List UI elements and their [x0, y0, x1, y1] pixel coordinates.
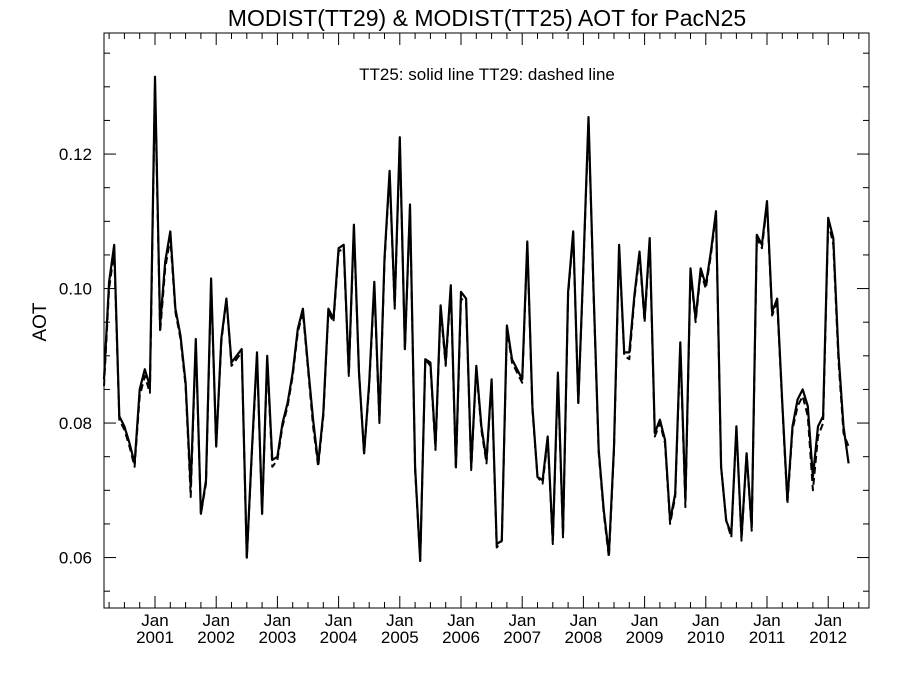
x-tick-month-label: Jan — [631, 611, 658, 630]
x-tick-month-label: Jan — [814, 611, 841, 630]
axis-ticks: 0.060.080.100.12Jan2001Jan2002Jan2003Jan… — [59, 33, 869, 647]
x-tick-year-label: 2004 — [320, 628, 358, 647]
x-tick-month-label: Jan — [508, 611, 535, 630]
x-tick-month-label: Jan — [264, 611, 291, 630]
x-tick-month-label: Jan — [202, 611, 229, 630]
x-tick-year-label: 2005 — [381, 628, 419, 647]
x-tick-month-label: Jan — [141, 611, 168, 630]
x-tick-year-label: 2010 — [687, 628, 725, 647]
x-tick-year-label: 2008 — [564, 628, 602, 647]
y-tick-label: 0.10 — [59, 280, 92, 299]
y-tick-label: 0.08 — [59, 414, 92, 433]
series-line-tt25 — [102, 75, 850, 563]
x-tick-year-label: 2007 — [503, 628, 541, 647]
x-tick-year-label: 2011 — [749, 628, 786, 647]
x-tick-year-label: 2002 — [197, 628, 235, 647]
x-tick-month-label: Jan — [692, 611, 719, 630]
x-tick-year-label: 2012 — [809, 628, 847, 647]
chart-title: MODIST(TT29) & MODIST(TT25) AOT for PacN… — [228, 5, 746, 31]
x-tick-year-label: 2009 — [626, 628, 664, 647]
y-tick-label: 0.06 — [59, 549, 92, 568]
x-tick-month-label: Jan — [570, 611, 597, 630]
x-tick-month-label: Jan — [447, 611, 474, 630]
series-line-tt29 — [103, 82, 850, 562]
x-tick-year-label: 2003 — [258, 628, 296, 647]
series-style-annotation: TT25: solid line TT29: dashed line — [359, 65, 615, 84]
y-axis-label: AOT — [30, 302, 51, 341]
y-tick-label: 0.12 — [59, 145, 92, 164]
series-lines — [102, 75, 850, 563]
x-tick-month-label: Jan — [386, 611, 413, 630]
x-tick-year-label: 2006 — [442, 628, 480, 647]
plot-frame — [103, 32, 870, 609]
x-tick-month-label: Jan — [325, 611, 352, 630]
x-tick-month-label: Jan — [753, 611, 780, 630]
x-tick-year-label: 2001 — [136, 628, 174, 647]
